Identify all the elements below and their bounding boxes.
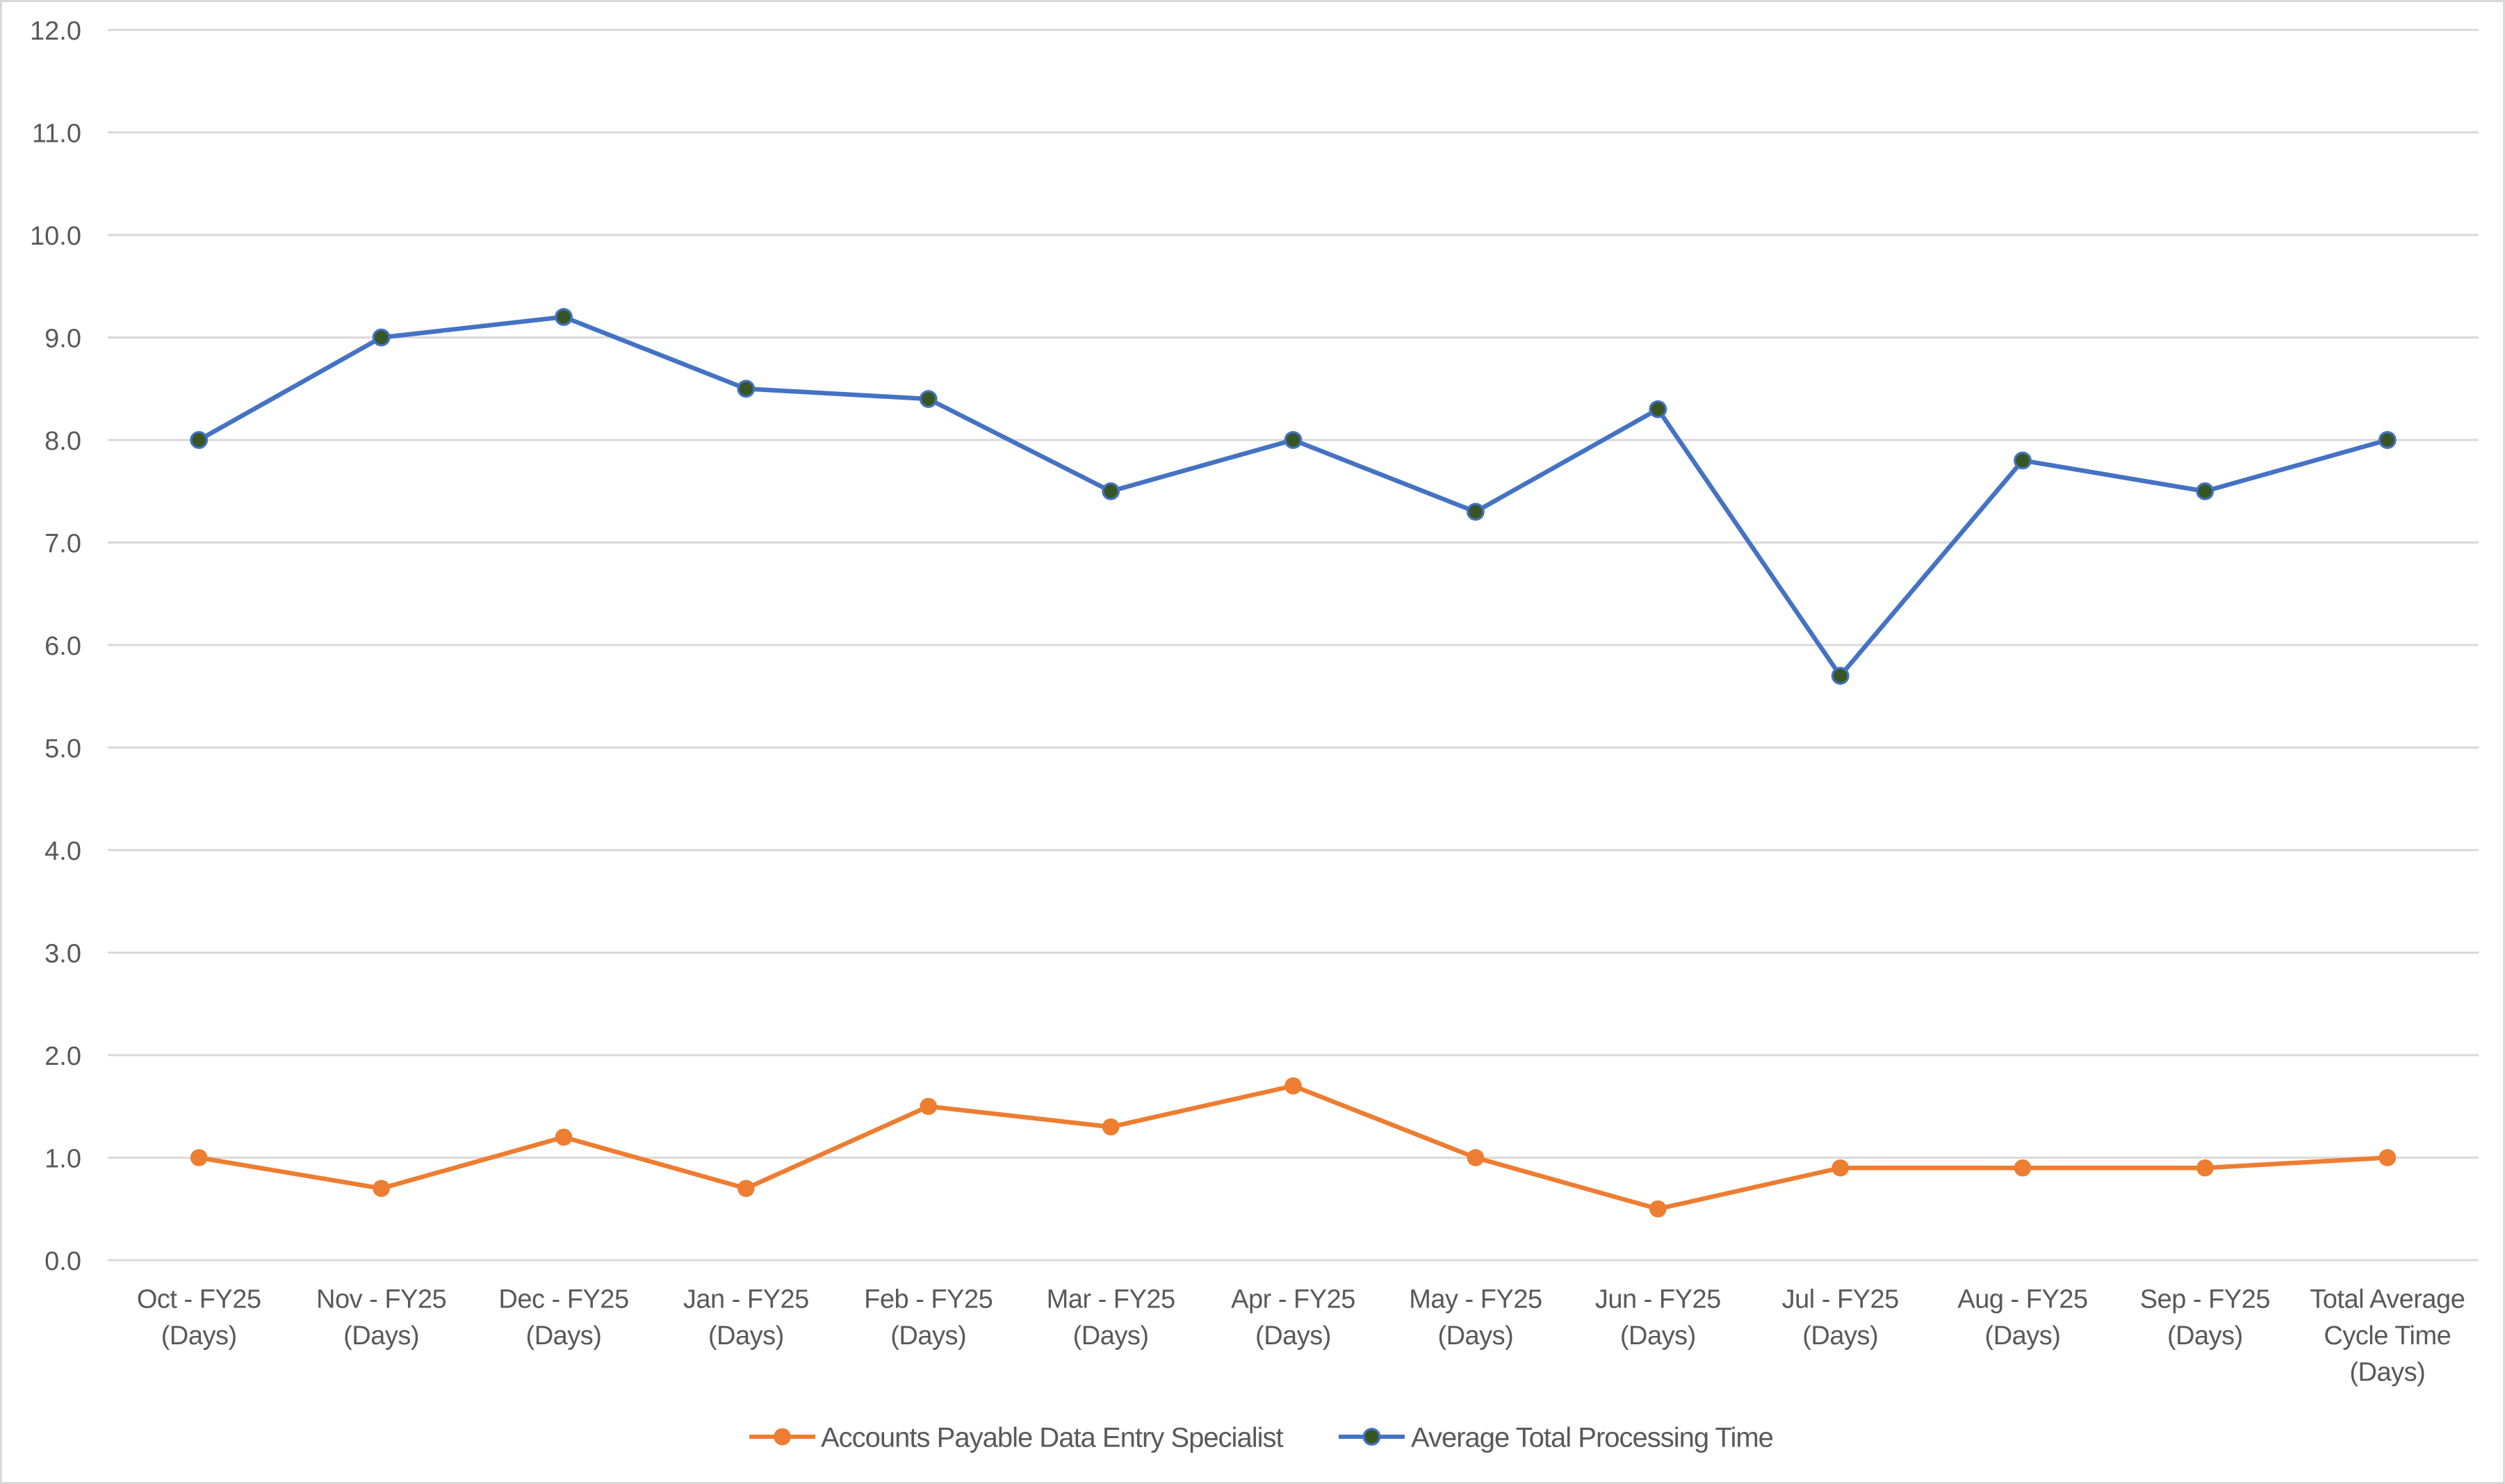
svg-text:(Days): (Days) — [1620, 1321, 1696, 1351]
svg-text:11.0: 11.0 — [32, 119, 81, 148]
svg-text:Accounts Payable Data Entry Sp: Accounts Payable Data Entry Specialist — [821, 1423, 1283, 1453]
svg-text:Oct - FY25: Oct - FY25 — [137, 1285, 261, 1314]
svg-text:(Days): (Days) — [890, 1321, 966, 1351]
svg-text:Nov - FY25: Nov - FY25 — [316, 1285, 446, 1314]
svg-text:(Days): (Days) — [708, 1321, 784, 1351]
svg-text:(Days): (Days) — [2167, 1321, 2243, 1351]
svg-text:Jan - FY25: Jan - FY25 — [683, 1285, 809, 1314]
svg-text:(Days): (Days) — [2349, 1357, 2425, 1387]
svg-text:Average Total Processing Time: Average Total Processing Time — [1411, 1423, 1773, 1453]
svg-text:May - FY25: May - FY25 — [1409, 1285, 1542, 1314]
svg-text:3.0: 3.0 — [44, 939, 81, 968]
svg-text:Cycle Time: Cycle Time — [2324, 1321, 2451, 1351]
svg-text:Aug - FY25: Aug - FY25 — [1957, 1285, 2087, 1314]
svg-text:Mar - FY25: Mar - FY25 — [1047, 1285, 1175, 1314]
svg-text:Jun - FY25: Jun - FY25 — [1595, 1285, 1721, 1314]
svg-text:(Days): (Days) — [1073, 1321, 1149, 1351]
svg-text:Dec - FY25: Dec - FY25 — [498, 1285, 628, 1314]
svg-text:(Days): (Days) — [161, 1321, 237, 1351]
svg-text:(Days): (Days) — [1437, 1321, 1513, 1351]
svg-text:12.0: 12.0 — [30, 17, 81, 46]
svg-text:Total Average: Total Average — [2310, 1285, 2465, 1314]
svg-text:(Days): (Days) — [526, 1321, 602, 1351]
svg-text:Feb - FY25: Feb - FY25 — [864, 1285, 993, 1314]
svg-text:4.0: 4.0 — [44, 837, 81, 866]
svg-text:(Days): (Days) — [343, 1321, 419, 1351]
svg-text:10.0: 10.0 — [30, 222, 81, 251]
svg-text:(Days): (Days) — [1255, 1321, 1331, 1351]
svg-text:0.0: 0.0 — [44, 1247, 81, 1276]
svg-text:Jul - FY25: Jul - FY25 — [1782, 1285, 1899, 1314]
svg-text:2.0: 2.0 — [44, 1042, 81, 1071]
svg-text:8.0: 8.0 — [44, 427, 81, 456]
svg-text:6.0: 6.0 — [44, 632, 81, 661]
svg-text:Sep - FY25: Sep - FY25 — [2140, 1285, 2270, 1314]
svg-text:9.0: 9.0 — [44, 324, 81, 353]
svg-text:Apr - FY25: Apr - FY25 — [1231, 1285, 1355, 1314]
svg-text:5.0: 5.0 — [44, 734, 81, 763]
svg-text:(Days): (Days) — [1802, 1321, 1878, 1351]
svg-text:(Days): (Days) — [1985, 1321, 2061, 1351]
svg-text:1.0: 1.0 — [44, 1144, 81, 1173]
svg-text:7.0: 7.0 — [44, 529, 81, 558]
